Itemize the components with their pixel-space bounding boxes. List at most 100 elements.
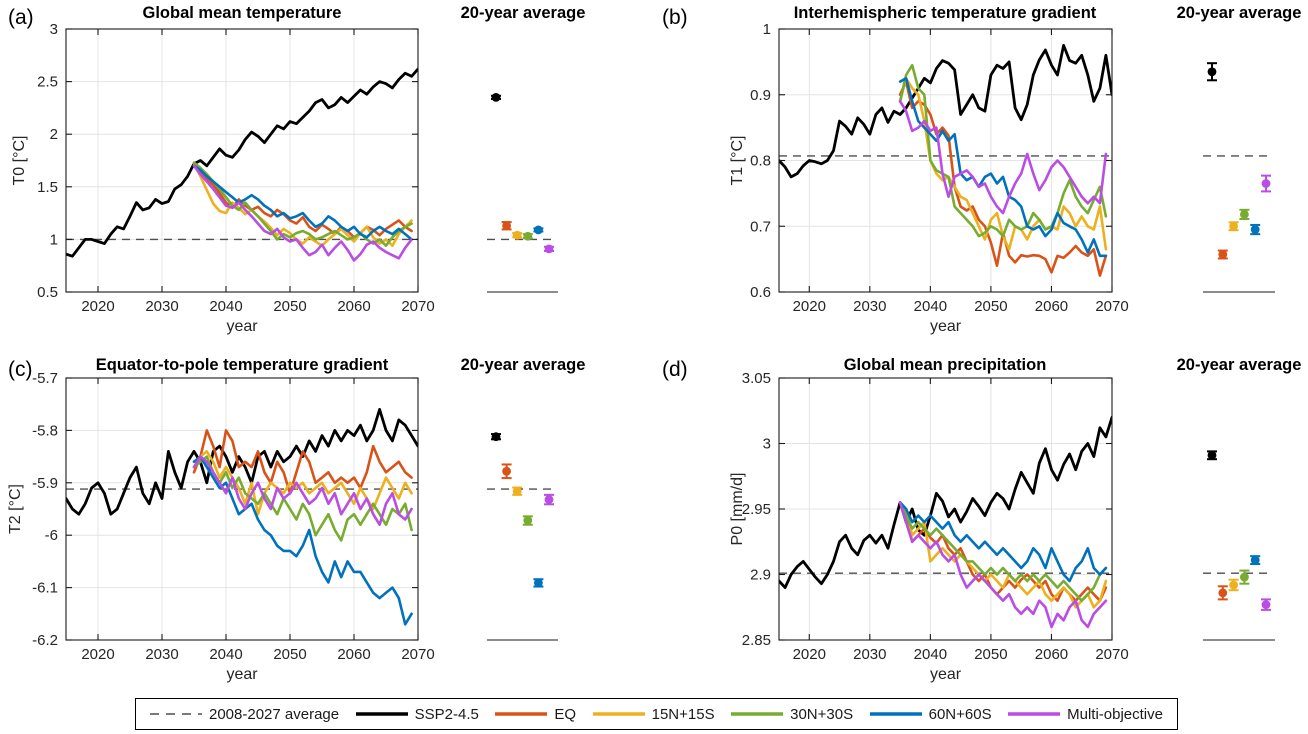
legend-item-label: 30N+30S	[790, 705, 854, 723]
avg-panel-title: 20-year average	[461, 356, 586, 374]
series-line-EQ	[192, 429, 413, 495]
axis-ticks	[779, 377, 1113, 641]
y-tick-label: -5.8	[32, 422, 58, 439]
x-tick-label: 2040	[209, 646, 242, 663]
y-tick-label: 3.05	[742, 370, 771, 387]
legend-item: EQ	[495, 706, 576, 723]
legend-line-sample-icon	[355, 712, 408, 716]
avg-errorbar-Multi-objective	[1261, 598, 1271, 611]
panel-title: Global mean precipitation	[844, 356, 1047, 374]
panel-letter: (d)	[662, 358, 688, 381]
legend-item: 60N+60S	[869, 705, 992, 723]
y-tick-label: 3	[763, 436, 771, 453]
y-axis-label: T1 [°C]	[729, 136, 746, 186]
avg-errorbar-60N+60S	[533, 578, 544, 588]
panel-b: 2020 2030 2040 2050 2060 2070 0.6 0.7 0.8 0.9 1 yea…	[662, 4, 1301, 335]
y-tick-label: 3	[50, 21, 58, 38]
series-line-Multi-objective	[192, 455, 413, 527]
panel-title: Global mean temperature	[143, 4, 342, 22]
series-line-60N+60S	[898, 77, 1108, 258]
avg-errorbar-60N+60S	[533, 225, 544, 235]
avg-panel: 20-year average	[461, 4, 585, 293]
x-tick-label: 2070	[401, 298, 434, 315]
x-tick-label: 2040	[914, 298, 947, 315]
legend-item-label: 2008-2027 average	[209, 705, 340, 723]
y-axis-label: P0 [mm/d]	[729, 473, 746, 546]
x-tick-label: 2030	[145, 298, 178, 315]
avg-panel: 20-year average	[1177, 4, 1302, 293]
avg-errorbar-30N+30S	[1239, 569, 1250, 585]
series-line-30N+30S	[898, 63, 1108, 238]
series-line-SSP2-4.5	[779, 415, 1112, 589]
avg-errorbar-Multi-objective	[544, 493, 554, 506]
x-tick-label: 2070	[1095, 646, 1128, 663]
x-tick-label: 2020	[81, 646, 114, 663]
legend-line-sample-icon	[1008, 712, 1061, 716]
avg-panel-title: 20-year average	[1177, 356, 1302, 374]
avg-errorbar-EQ	[501, 463, 512, 480]
legend-line-sample-icon	[592, 712, 645, 716]
y-tick-label: 0.5	[37, 284, 58, 301]
figure-canvas: 2020 2030 2040 2050 2060 2070 0.5 1 1.5 2 2.5 3 year…	[7, 4, 1302, 683]
y-tick-label: 2	[50, 126, 58, 143]
avg-errorbar-Multi-objective	[1261, 174, 1271, 193]
legend-item: 30N+30S	[731, 706, 853, 723]
legend-item: Multi-objective	[1008, 706, 1163, 723]
avg-errorbar-Multi-objective	[544, 244, 554, 254]
axis-ticks	[779, 28, 1113, 293]
series-line-Multi-objective	[192, 164, 413, 262]
series-lines	[779, 44, 1112, 277]
x-tick-label: 2070	[401, 646, 434, 663]
avg-errorbar-15N+15S	[512, 486, 523, 496]
x-tick-label: 2020	[81, 298, 114, 315]
x-tick-label: 2060	[1035, 646, 1068, 663]
avg-errorbar-EQ	[501, 221, 512, 231]
avg-errorbar-SSP2-4.5	[1207, 450, 1217, 461]
avg-errorbar-60N+60S	[1250, 555, 1261, 566]
x-tick-label: 2040	[209, 298, 242, 315]
x-tick-label: 2060	[1035, 298, 1068, 315]
x-tick-label: 2020	[793, 646, 826, 663]
y-tick-label: 1	[763, 21, 771, 38]
series-line-15N+15S	[898, 501, 1108, 609]
y-tick-label: -5.7	[32, 370, 58, 387]
axis-ticks	[66, 28, 419, 293]
panel-letter: (c)	[8, 358, 33, 381]
y-tick-label: 2.9	[750, 567, 771, 584]
y-tick-label: 1.5	[37, 179, 58, 196]
avg-errorbar-15N+15S	[1228, 221, 1239, 232]
x-tick-label: 2040	[914, 646, 947, 663]
x-axis-label: year	[930, 666, 962, 683]
avg-panel-title: 20-year average	[1177, 4, 1302, 22]
avg-errorbar-EQ	[1217, 249, 1228, 260]
series-lines	[779, 415, 1112, 629]
y-tick-label: -6.2	[32, 632, 58, 649]
grid	[66, 377, 419, 641]
legend-item-label: 15N+15S	[651, 705, 715, 723]
y-tick-label: -6.1	[32, 580, 58, 597]
series-line-60N+60S	[898, 501, 1108, 583]
x-tick-label: 2030	[145, 646, 178, 663]
y-tick-label: 2.95	[742, 501, 771, 518]
legend-item-label: Multi-objective	[1067, 705, 1163, 723]
grid	[66, 28, 419, 293]
avg-errorbar-30N+30S	[522, 231, 533, 241]
legend-item-label: 60N+60S	[928, 705, 992, 723]
panel-letter: (b)	[662, 6, 688, 29]
x-tick-label: 2050	[273, 298, 306, 315]
y-tick-label: -6	[45, 527, 58, 544]
x-tick-label: 2060	[337, 646, 370, 663]
series-lines	[66, 67, 418, 262]
panel-title: Interhemispheric temperature gradient	[794, 4, 1097, 22]
legend-item: 15N+15S	[592, 705, 715, 723]
y-tick-label: 0.7	[750, 218, 771, 235]
avg-errorbar-30N+30S	[522, 515, 533, 526]
avg-errorbar-SSP2-4.5	[491, 92, 501, 102]
series-line-SSP2-4.5	[66, 407, 418, 516]
series-line-SSP2-4.5	[66, 67, 418, 258]
series-lines	[66, 407, 418, 626]
avg-errorbar-60N+60S	[1250, 223, 1261, 236]
y-axis-label: T0 [°C]	[11, 136, 28, 186]
x-tick-label: 2020	[793, 298, 826, 315]
